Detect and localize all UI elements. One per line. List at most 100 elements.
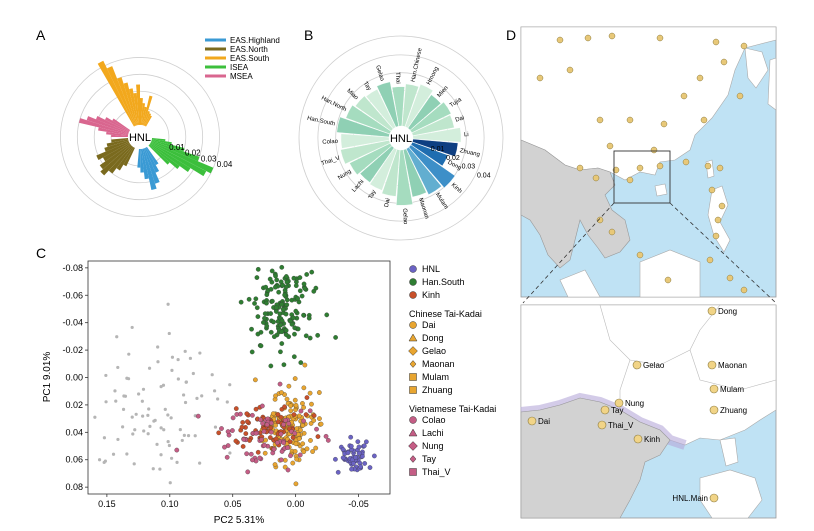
panel-a-bar — [136, 84, 140, 126]
panel-c-point — [264, 323, 270, 329]
map-top-sample-markers — [536, 32, 748, 294]
panel-c-point — [277, 381, 283, 387]
panel-c-point — [170, 355, 175, 359]
panel-a-legend-label: EAS.South — [230, 54, 269, 63]
panel-c-x-axis-label: PC2 5.31% — [214, 515, 265, 526]
panel-a-bar — [149, 144, 180, 169]
map-top-sample-marker — [626, 116, 634, 124]
panel-c-point — [304, 272, 310, 277]
panel-c-point — [302, 362, 308, 368]
panel-b-category-label: Zhuang — [459, 148, 480, 158]
map-top-land-korea-japan — [744, 47, 777, 111]
map-inset-label: Zhuang — [720, 406, 747, 415]
panel-c-point — [240, 444, 246, 449]
panel-a-bar — [117, 77, 137, 126]
panel-c-point — [253, 430, 259, 436]
panel-c-point — [290, 460, 296, 466]
panel-c-point — [210, 373, 214, 377]
panel-c-point — [248, 451, 254, 457]
panel-c-point — [351, 461, 356, 466]
panel-c-legend-marker — [409, 265, 417, 273]
panel-c-y-tick-label: 0.06 — [65, 455, 83, 465]
panel-a-bar — [150, 141, 214, 174]
panel-c-plot-frame — [87, 260, 391, 495]
panel-c-legend-marker — [409, 360, 417, 368]
panel-c-point — [141, 387, 146, 391]
panel-c-point — [140, 399, 144, 403]
panel-c-point — [249, 349, 255, 355]
panel-c-point — [293, 283, 299, 289]
panel-c-point — [249, 326, 254, 332]
panel-b-tick-label: 0.01 — [431, 146, 445, 153]
panel-c-point — [166, 440, 170, 444]
map-inset-marker — [709, 405, 719, 415]
map-top-sample-marker — [656, 34, 664, 42]
panel-c-point — [323, 433, 329, 439]
panel-c-point — [293, 441, 299, 447]
map-top-sample-marker — [596, 216, 604, 224]
panel-c-point — [255, 449, 261, 455]
panel-c-y-tick-label: 0.08 — [65, 482, 83, 492]
panel-c-point — [162, 428, 166, 432]
panel-a-bar — [111, 138, 129, 143]
map-top-sample-marker — [584, 34, 592, 42]
map-top-sample-marker — [712, 232, 720, 240]
panel-a-ring — [60, 57, 220, 217]
panel-c-point — [284, 396, 290, 402]
panel-a-bar — [99, 143, 131, 170]
panel-c-y-tick-label: -0.08 — [62, 263, 83, 273]
panel-c-point — [233, 438, 239, 444]
panel-c-legend-marker — [409, 455, 417, 463]
panel-a-bar — [106, 66, 136, 127]
panel-c-point — [353, 455, 358, 460]
panel-a-legend-label: ISEA — [230, 63, 249, 72]
panel-c-point — [254, 305, 260, 311]
panel-a-bar — [133, 93, 140, 126]
panel-c-legend-label: Lachi — [422, 428, 444, 438]
panel-c-point — [279, 341, 285, 346]
panel-a-bar — [78, 118, 129, 135]
panel-c-legend-label: Nung — [422, 441, 444, 451]
panel-c-legend-marker — [408, 333, 418, 342]
panel-c-point — [301, 312, 306, 318]
panel-c-point — [285, 467, 291, 473]
panel-a-bar — [100, 144, 132, 176]
panel-c-point — [239, 424, 245, 430]
panel-a-bar — [151, 138, 172, 145]
panel-c-point — [298, 360, 304, 365]
panel-c-point — [282, 464, 288, 470]
panel-c-point — [253, 406, 259, 412]
panel-c-point — [268, 420, 274, 426]
map-inset-marker — [633, 434, 643, 444]
panel-c-legend-label: Mulam — [422, 372, 449, 382]
map-top-sample-marker — [720, 58, 728, 66]
panel-a-radial-ticks: 0.010.020.030.04 — [169, 143, 233, 169]
panel-c-legend-label: Kinh — [422, 290, 440, 300]
panel-c-point — [333, 335, 338, 340]
panel-label-b: B — [304, 27, 313, 43]
map-inset-marker — [709, 384, 719, 394]
map-top-sample-marker — [712, 38, 720, 46]
panel-c-point — [278, 322, 284, 328]
panel-c-point — [184, 380, 188, 384]
panel-c-y-ticks: -0.08 -0.06 -0.04 -0.02 0.00 0.02 0.04 0.06 0.08 — [62, 263, 88, 492]
map-inset-marker — [597, 420, 607, 430]
panel-c-legend-label: Maonan — [422, 359, 455, 369]
panel-c-point — [258, 417, 263, 423]
panel-a-bar — [106, 131, 129, 137]
panel-c-point — [348, 434, 354, 440]
panel-c-point — [97, 458, 102, 462]
map-top-sample-marker — [660, 120, 668, 128]
panel-c-legend-label: Dai — [422, 320, 436, 330]
panel-c-point — [285, 445, 290, 450]
panel-c-point — [233, 406, 239, 411]
panel-c-legend-marker — [409, 278, 417, 286]
panel-c-point — [238, 299, 244, 305]
panel-c-point — [156, 360, 160, 364]
panel-c-legend-label: Tay — [422, 454, 437, 464]
panel-c-point — [345, 450, 351, 456]
panel-c-point — [183, 400, 188, 405]
panel-c-point — [212, 389, 217, 393]
panel-c-point — [191, 371, 195, 376]
